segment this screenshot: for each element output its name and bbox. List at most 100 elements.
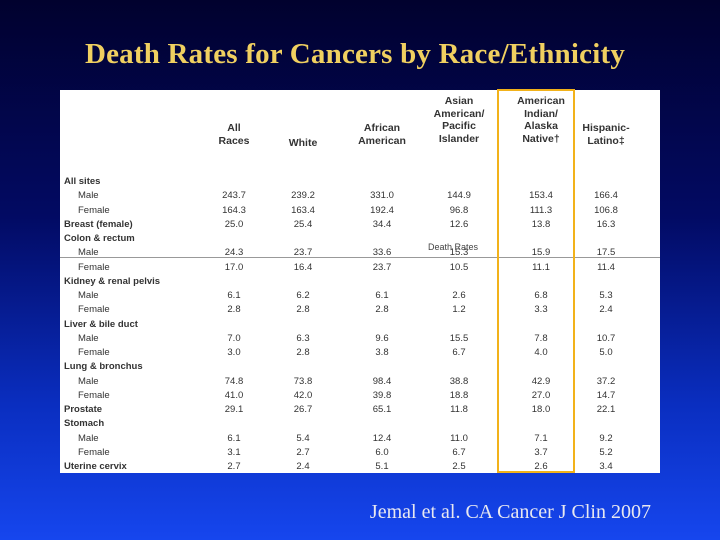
table-row: Female 3.0 2.8 3.8 6.7 4.0 5.0 (60, 347, 660, 361)
column-header-line: American/ (433, 107, 485, 120)
table-cell: 25.4 (293, 218, 313, 230)
header-divider (60, 257, 660, 258)
table-row: Liver & bile duct (60, 319, 660, 333)
column-header-line: Alaska (524, 120, 558, 132)
row-label: Colon & rectum (64, 233, 135, 244)
table-cell: 98.4 (372, 375, 392, 387)
row-label: Male (78, 332, 99, 344)
table-cell: 4.0 (534, 347, 548, 358)
table-cell: 23.7 (293, 247, 313, 259)
table-cell: 2.4 (599, 304, 613, 316)
table-row: Female 164.3 163.4 192.4 96.8 111.3 106.8 (60, 205, 660, 219)
table-cell: 6.1 (227, 432, 241, 444)
table-cell: 9.6 (375, 332, 389, 344)
table-cell: 5.2 (599, 446, 613, 458)
row-label: Female (78, 304, 110, 316)
table-cell: 27.0 (531, 389, 551, 401)
table-row: Lung & bronchus (60, 361, 660, 375)
table-cell: 6.0 (375, 446, 389, 458)
column-header-line: American (358, 134, 406, 147)
table-cell: 2.8 (227, 304, 241, 316)
column-header-line: Indian/ (524, 107, 558, 120)
table-cell: 153.4 (529, 190, 553, 202)
table-cell: 12.4 (372, 432, 392, 444)
table-cell: 10.5 (449, 261, 469, 273)
table-row: Male 6.1 6.2 6.1 2.6 6.8 5.3 (60, 290, 660, 304)
row-label: Male (78, 290, 99, 301)
table-cell: 2.6 (534, 461, 548, 472)
table-cell: 65.1 (372, 404, 392, 415)
column-header-line: Latino‡ (587, 134, 625, 147)
table-cell: 18.0 (531, 404, 551, 415)
table-cell: 12.6 (449, 218, 469, 230)
row-label: Breast (female) (64, 218, 133, 230)
table-cell: 2.8 (296, 304, 310, 316)
table-cell: 74.8 (224, 375, 244, 387)
table-cell: 2.5 (452, 461, 466, 472)
table-cell: 26.7 (293, 404, 313, 415)
table-cell: 18.8 (449, 389, 469, 401)
table-cell: 6.7 (452, 446, 466, 458)
column-header-line: Asian (444, 95, 474, 107)
table-cell: 6.3 (296, 332, 310, 344)
column-header: Hispanic- Latino‡ (556, 122, 656, 147)
table-cell: 33.6 (372, 247, 392, 259)
table-cell: 5.4 (296, 432, 310, 444)
table-row: Male 24.3 23.7 33.6 15.3 15.9 17.5 (60, 247, 660, 261)
table-cell: 17.5 (596, 247, 616, 259)
column-header-line: American (517, 95, 565, 107)
table-cell: 23.7 (372, 261, 392, 273)
table-cell: 11.4 (597, 261, 615, 273)
column-header-line: Native† (522, 132, 560, 145)
row-label: Kidney & renal pelvis (64, 275, 161, 287)
table-cell: 3.7 (534, 446, 548, 458)
table-row: Female 41.0 42.0 39.8 18.8 27.0 14.7 (60, 390, 660, 404)
row-label: Liver & bile duct (64, 318, 138, 330)
table-cell: 7.0 (227, 332, 241, 344)
table-cell: 2.7 (296, 446, 310, 458)
table-cell: 3.8 (375, 347, 389, 358)
table-row: Male 7.0 6.3 9.6 15.5 7.8 10.7 (60, 333, 660, 347)
row-label: Female (78, 389, 110, 401)
table-cell: 25.0 (224, 218, 244, 230)
column-header-line: Pacific (442, 120, 476, 132)
column-header-line: Islander (438, 132, 480, 145)
table-cell: 7.8 (534, 332, 548, 344)
row-label: Male (78, 190, 99, 202)
table-subheader: Death Rates (428, 242, 479, 252)
column-header: African American (332, 122, 432, 147)
table-cell: 1.2 (452, 304, 466, 316)
column-header: White (253, 137, 353, 150)
table-row: Kidney & renal pelvis (60, 276, 660, 290)
table-cell: 15.9 (531, 247, 551, 259)
table-cell: 16.4 (293, 261, 313, 273)
table-cell: 5.3 (599, 290, 613, 301)
table-cell: 163.4 (291, 204, 315, 216)
american-indian-column-highlight (497, 89, 575, 473)
table-cell: 6.2 (296, 290, 310, 301)
column-header-line: African (363, 122, 401, 134)
table-cell: 2.8 (296, 347, 310, 358)
table-cell: 2.7 (227, 461, 241, 472)
column-header-line: All (227, 122, 241, 134)
table-cell: 42.0 (293, 389, 313, 401)
column-header-line: Races (218, 134, 250, 147)
row-label: Female (78, 347, 110, 358)
table-cell: 16.3 (596, 218, 616, 230)
table-row: Male 6.1 5.4 12.4 11.0 7.1 9.2 (60, 433, 660, 447)
table-row: Male 243.7 239.2 331.0 144.9 153.4 166.4 (60, 190, 660, 204)
table-row: Female 17.0 16.4 23.7 10.5 11.1 11.4 (60, 262, 660, 276)
row-label: Female (78, 446, 110, 458)
table-cell: 9.2 (599, 432, 613, 444)
table-cell: 239.2 (291, 190, 315, 202)
table-cell: 106.8 (594, 204, 618, 216)
table-row: Stomach (60, 418, 660, 432)
table-cell: 3.0 (227, 347, 241, 358)
table-cell: 3.4 (599, 461, 613, 472)
row-label: Male (78, 432, 99, 444)
table-row: Prostate 29.1 26.7 65.1 11.8 18.0 22.1 (60, 404, 660, 418)
column-header: Asian American/Pacific Islander (409, 95, 509, 145)
table-cell: 13.8 (531, 218, 551, 230)
table-cell: 6.1 (375, 290, 389, 301)
table-cell: 5.0 (599, 347, 613, 358)
